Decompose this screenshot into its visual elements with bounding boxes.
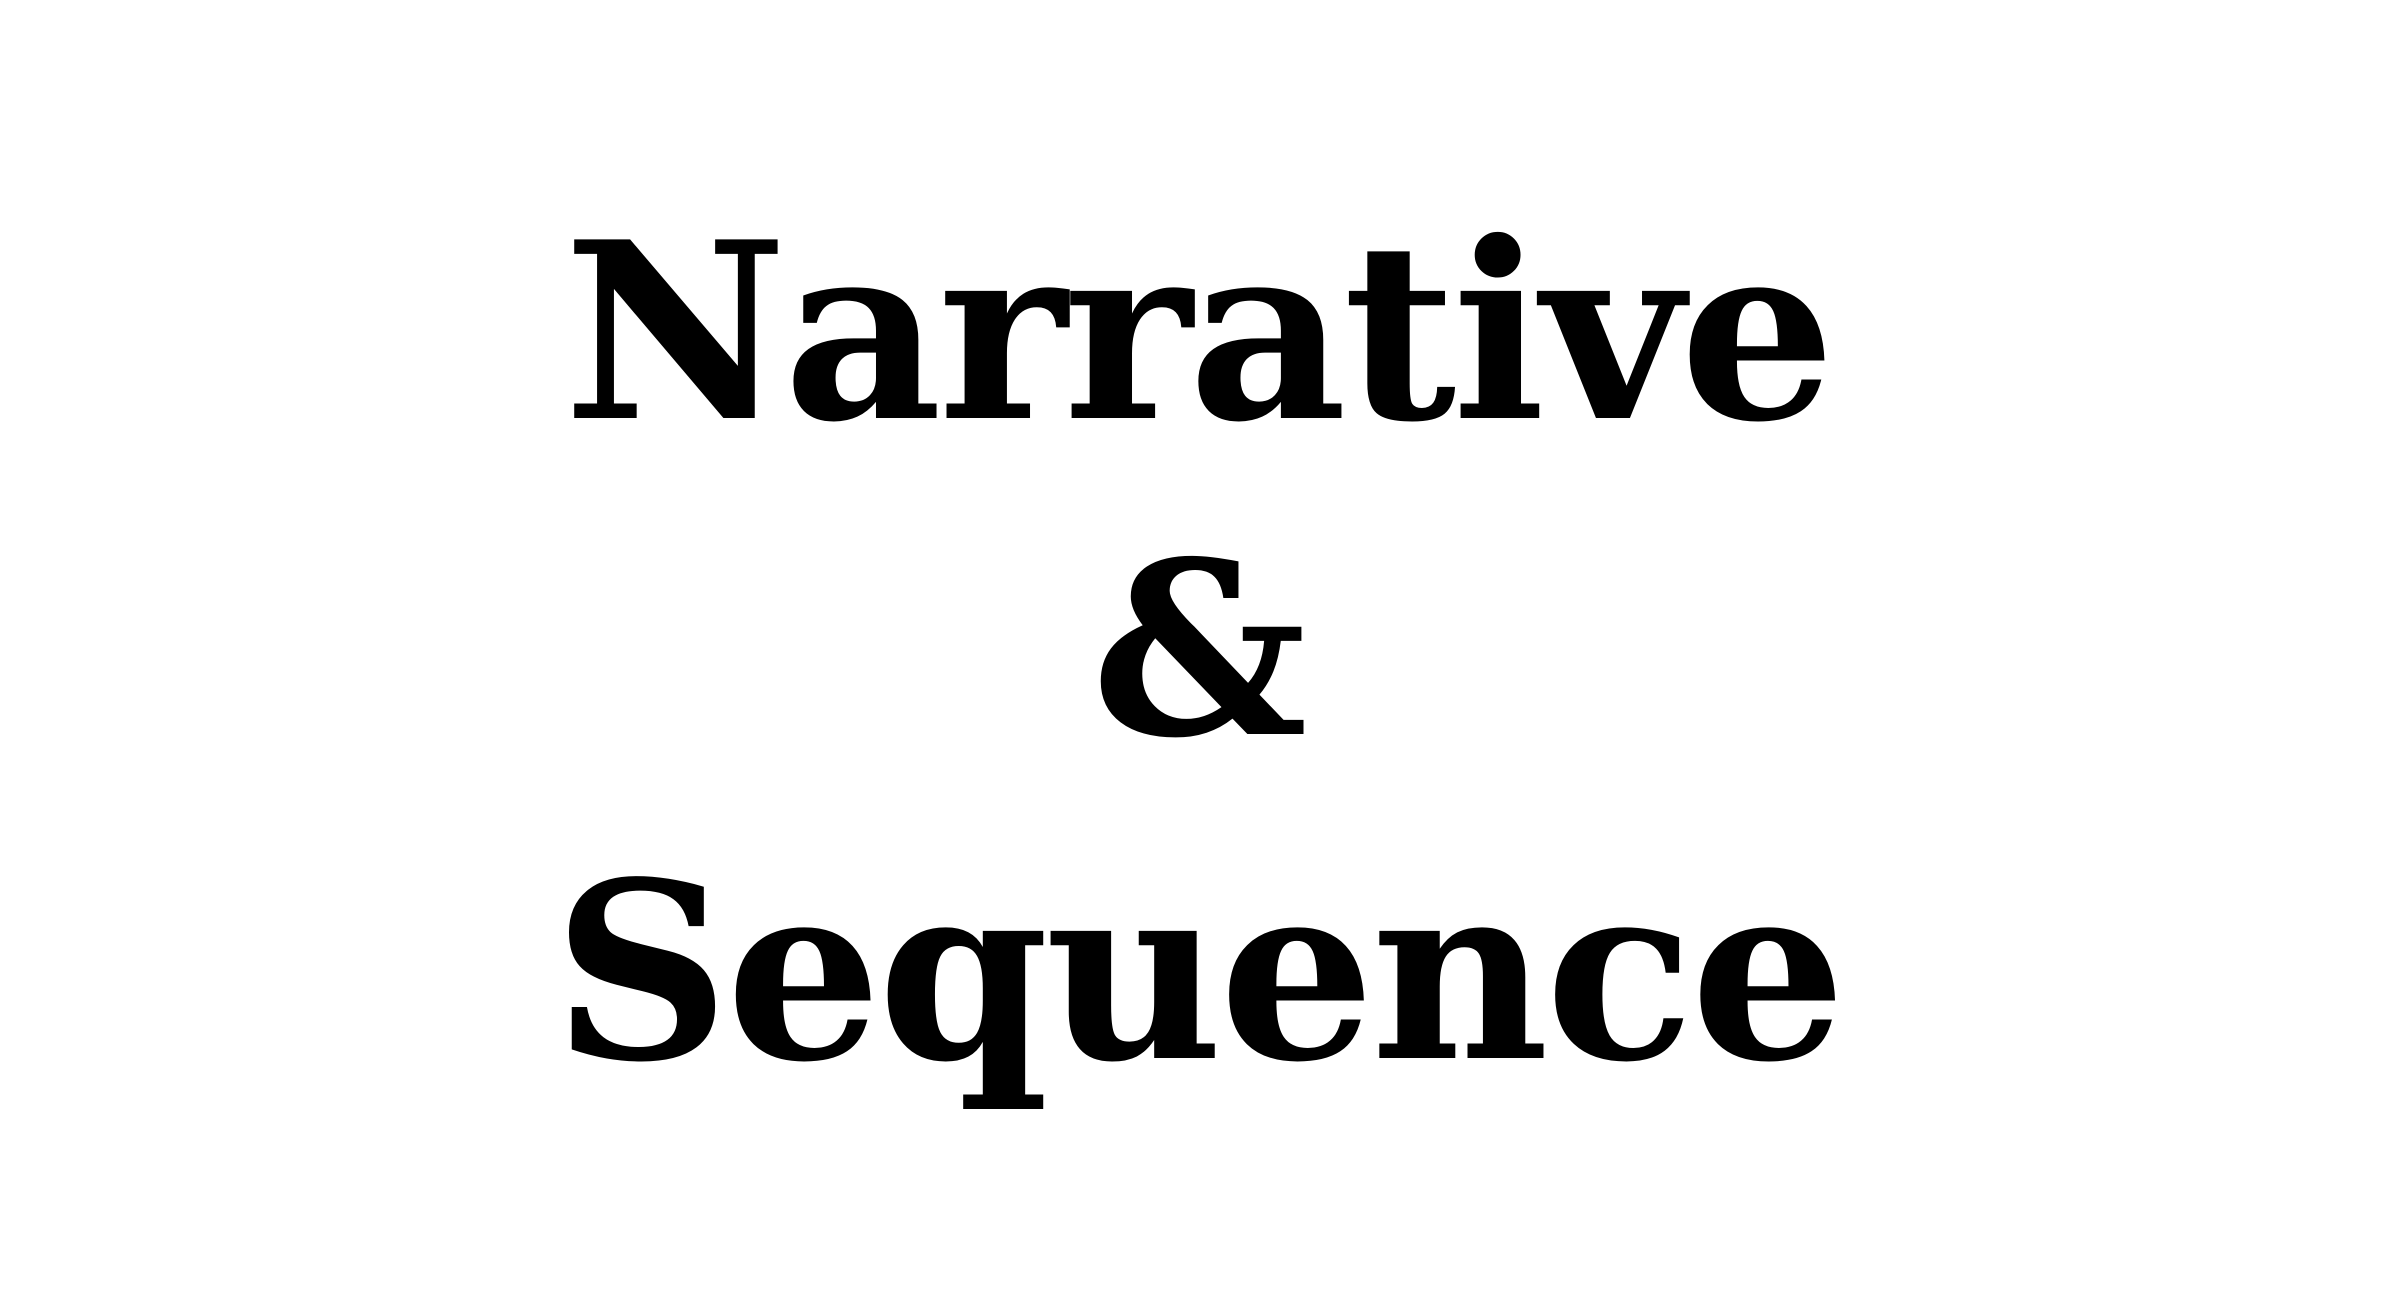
title-word-narrative: Narrative — [563, 188, 1835, 476]
title-ampersand: & — [1091, 509, 1308, 791]
title-word-sequence: Sequence — [552, 828, 1846, 1116]
